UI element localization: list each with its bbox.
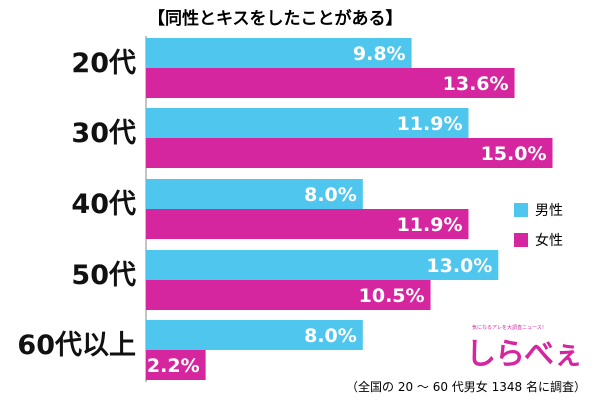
data-label: 13.0% [426, 255, 492, 277]
legend-item-male: 男性 [514, 195, 584, 225]
legend-label-female: 女性 [535, 233, 563, 249]
chart-title: 【同性とキスをしたことがある】 [148, 9, 403, 29]
bar-female [146, 138, 553, 168]
bar-female [146, 68, 515, 98]
bar-female [146, 280, 431, 310]
category-label: 30代 [71, 118, 136, 149]
legend-swatch-female [514, 233, 528, 247]
data-label: 9.8% [353, 43, 406, 65]
data-label: 11.9% [397, 214, 463, 236]
data-label: 13.6% [443, 73, 509, 95]
survey-footnote: （全国の 20 ～ 60 代男女 1348 名に調査） [346, 380, 586, 394]
category-label: 60代以上 [17, 330, 136, 361]
bar-male [146, 179, 363, 209]
data-label: 2.2% [147, 355, 200, 377]
data-label: 8.0% [304, 325, 357, 347]
legend-item-female: 女性 [514, 225, 584, 255]
data-label: 15.0% [481, 143, 547, 165]
bar-female [146, 209, 469, 239]
data-label: 8.0% [304, 184, 357, 206]
bar-male [146, 108, 469, 138]
data-label: 11.9% [397, 113, 463, 135]
legend: 男性 女性 [514, 195, 584, 255]
data-label: 10.5% [359, 285, 425, 307]
legend-swatch-male [514, 203, 528, 217]
bar-male [146, 320, 363, 350]
logo-tagline: 気になるアレを大調査ニュース！ [472, 325, 547, 331]
shirabee-logo: 気になるアレを大調査ニュース！ しらべぇ [466, 324, 583, 372]
logo-text: しらべぇ [466, 337, 583, 372]
legend-label-male: 男性 [535, 203, 563, 219]
category-label: 40代 [71, 189, 136, 220]
category-label: 50代 [71, 260, 136, 291]
category-label: 20代 [71, 48, 136, 79]
bar-male [146, 250, 499, 280]
bar-female [146, 350, 206, 380]
bar-male [146, 38, 412, 68]
